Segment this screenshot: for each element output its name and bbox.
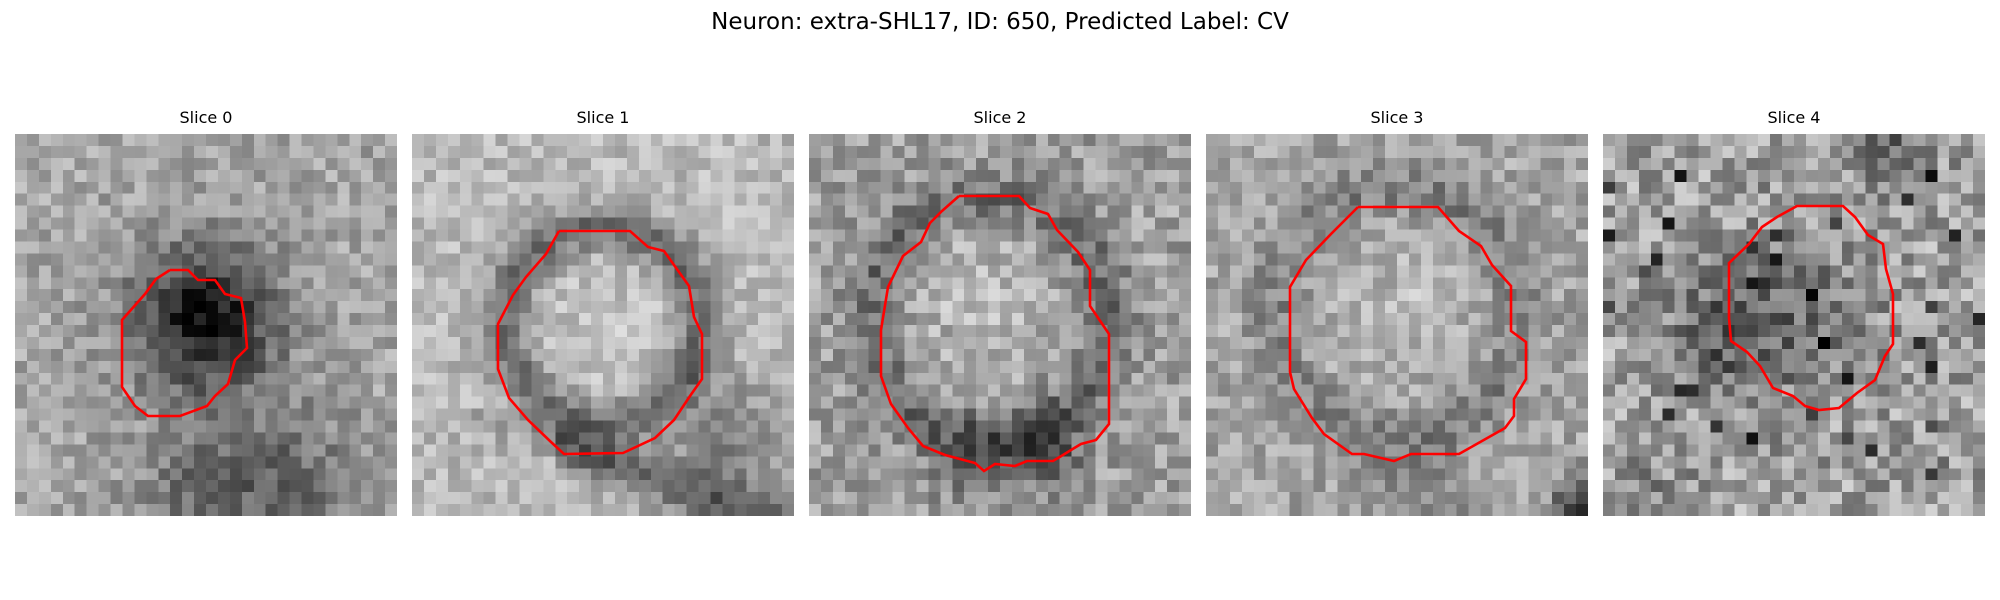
slice-panel-0: Slice 0 <box>15 108 397 516</box>
slice-overlay-2 <box>809 134 1191 516</box>
slice-contour-0 <box>122 270 247 416</box>
slice-panel-4: Slice 4 <box>1603 108 1985 516</box>
slice-overlay-0 <box>15 134 397 516</box>
slice-overlay-1 <box>412 134 794 516</box>
slice-contour-3 <box>1290 207 1526 461</box>
slice-title-1: Slice 1 <box>412 108 794 128</box>
slice-panel-2: Slice 2 <box>809 108 1191 516</box>
slice-contour-1 <box>498 231 702 454</box>
slice-title-2: Slice 2 <box>809 108 1191 128</box>
slice-overlay-4 <box>1603 134 1985 516</box>
slice-contour-2 <box>881 196 1109 471</box>
slice-overlay-3 <box>1206 134 1588 516</box>
slice-contour-4 <box>1729 206 1893 410</box>
figure-title: Neuron: extra-SHL17, ID: 650, Predicted … <box>0 6 2000 38</box>
slice-title-3: Slice 3 <box>1206 108 1588 128</box>
slice-title-0: Slice 0 <box>15 108 397 128</box>
slice-title-4: Slice 4 <box>1603 108 1985 128</box>
slice-panel-1: Slice 1 <box>412 108 794 516</box>
slice-panel-3: Slice 3 <box>1206 108 1588 516</box>
